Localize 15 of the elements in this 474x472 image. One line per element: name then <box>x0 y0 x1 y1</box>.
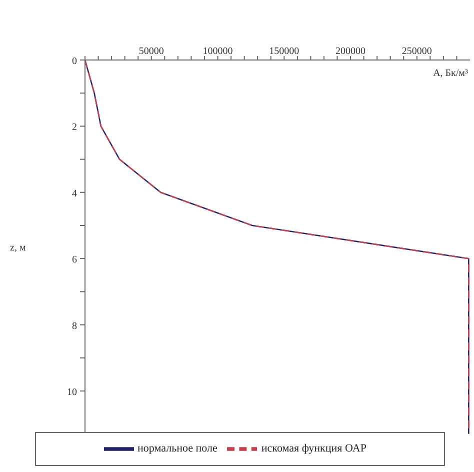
legend-label: искомая функция ОАР <box>261 442 366 455</box>
legend-label: нормальное поле <box>138 442 218 455</box>
y-axis-title: z, м <box>10 242 26 254</box>
x-tick-label: 50000 <box>138 46 164 57</box>
y-tick-label: 4 <box>72 188 77 200</box>
x-axis-title: A, Бк/м³ <box>433 68 468 79</box>
x-tick-label: 150000 <box>269 46 300 57</box>
x-tick-label: 200000 <box>336 46 366 57</box>
x-tick-label: 100000 <box>202 46 233 57</box>
y-tick-label: 10 <box>67 386 77 398</box>
y-tick-label: 8 <box>72 320 77 332</box>
y-tick-label: 6 <box>72 254 77 266</box>
y-tick-label: 2 <box>72 122 77 134</box>
x-tick-label: 250000 <box>402 46 432 57</box>
y-tick-label: 0 <box>72 56 77 67</box>
